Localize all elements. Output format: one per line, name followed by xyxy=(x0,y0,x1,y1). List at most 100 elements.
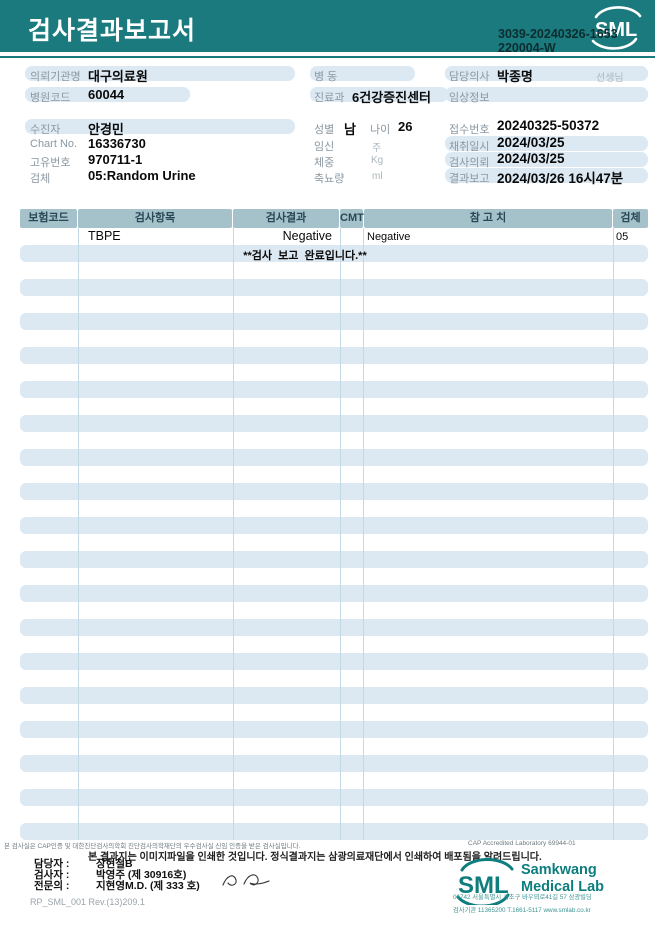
table-row xyxy=(20,262,648,279)
table-row xyxy=(20,738,648,755)
table-row xyxy=(20,415,648,432)
patient-label: 수진자 xyxy=(30,124,61,136)
table-row xyxy=(20,789,648,806)
column-header-insurance-code: 보험코드 xyxy=(20,209,77,228)
cell-specimen-code: 05 xyxy=(616,230,629,243)
field-doctor-strip xyxy=(445,66,648,81)
weight-unit: Kg xyxy=(371,155,384,166)
table-row xyxy=(20,687,648,704)
table-row xyxy=(20,432,648,449)
specimen-label: 검체 xyxy=(30,173,51,185)
column-divider xyxy=(340,228,341,840)
table-row xyxy=(20,517,648,534)
doctor-value: 박종명 xyxy=(497,69,533,84)
svg-text:SML: SML xyxy=(458,872,509,899)
svg-text:SML: SML xyxy=(595,19,637,41)
field-clinical-strip xyxy=(445,87,648,102)
brand-line2: Medical Lab xyxy=(521,878,604,895)
field-request-strip xyxy=(445,152,648,167)
report-date-label: 결과보고 xyxy=(449,173,490,185)
results-table-body: TBPE Negative Negative 05 **검사 보고 완료입니다.… xyxy=(20,228,648,840)
column-divider xyxy=(233,228,234,840)
column-header-test-item: 검사항목 xyxy=(78,209,232,228)
page-title: 검사결과보고서 xyxy=(28,17,197,45)
document-number: 3039-20240326-1653 220004-W xyxy=(498,27,618,55)
chart-no-value: 16336730 xyxy=(88,136,146,151)
table-row xyxy=(20,364,648,381)
receipt-no-label: 접수번호 xyxy=(449,124,490,136)
field-collect-strip xyxy=(445,136,648,151)
print-notice: 본 결과지는 이미지파일을 인쇄한 것입니다. 정식결과지는 삼광의료재단에서 … xyxy=(88,852,542,863)
field-dept-strip xyxy=(310,87,448,102)
table-row xyxy=(20,381,648,398)
collect-date-label: 채취일시 xyxy=(449,141,490,153)
chart-no-label: Chart No. xyxy=(30,138,78,150)
report-header-bar: 검사결과보고서 SML 3039-20240326-1653 220004-W xyxy=(0,0,655,55)
pregnancy-label: 임신 xyxy=(314,141,335,153)
report-date-value: 2024/03/26 16시47분 xyxy=(497,171,624,186)
table-row xyxy=(20,330,648,347)
table-stripes xyxy=(20,228,648,840)
table-row xyxy=(20,568,648,585)
table-row xyxy=(20,755,648,772)
sex-label: 성별 xyxy=(314,124,335,136)
table-row xyxy=(20,602,648,619)
completion-message: **검사 보고 완료입니다.** xyxy=(243,249,367,262)
footer-address-line2: 검사기관 11365200 T.1661-5117 www.smlab.co.k… xyxy=(453,907,591,914)
table-row xyxy=(20,534,648,551)
document-number-line1: 3039-20240326-1653 xyxy=(498,27,618,41)
header-divider xyxy=(0,56,655,58)
column-divider xyxy=(363,228,364,840)
field-patient-strip xyxy=(25,119,295,134)
clinical-info-label: 임상정보 xyxy=(449,92,490,104)
manager-value: 장현철B xyxy=(96,858,133,870)
form-reference-number: RP_SML_001 Rev.(13)209.1 xyxy=(30,897,145,907)
signature-icon xyxy=(222,874,270,886)
document-number-line2: 220004-W xyxy=(498,41,556,55)
unique-no-label: 고유번호 xyxy=(30,157,71,169)
field-hospital-code-strip xyxy=(25,87,190,102)
dept-value: 6건강증진센터 xyxy=(352,90,431,105)
table-row xyxy=(20,245,648,262)
table-row xyxy=(20,670,648,687)
field-report-strip xyxy=(445,168,648,183)
table-row xyxy=(20,500,648,517)
cell-reference-value: Negative xyxy=(367,230,411,243)
dept-label: 진료과 xyxy=(314,92,345,104)
accreditation-text-left: 본 검사실은 CAP인증 및 대한진단검사의학회 진단검사의학재단의 우수검사실… xyxy=(4,843,301,850)
table-row xyxy=(20,398,648,415)
table-row xyxy=(20,347,648,364)
ward-label: 병 동 xyxy=(314,71,338,83)
collect-date-value: 2024/03/25 xyxy=(497,135,565,150)
pregnancy-unit: 주 xyxy=(372,143,382,154)
receipt-no-value: 20240325-50372 xyxy=(497,118,600,133)
age-value: 26 xyxy=(398,119,413,134)
field-org-strip xyxy=(25,66,295,81)
unique-no-value: 970711-1 xyxy=(88,152,143,167)
staff-row-examiner: 검사자 : 박영주 (제 30916호) xyxy=(34,867,186,882)
table-row xyxy=(20,823,648,840)
table-row xyxy=(20,772,648,789)
brand-line1: Samkwang xyxy=(521,862,597,878)
cell-test-item: TBPE xyxy=(88,229,121,243)
request-date-value: 2024/03/25 xyxy=(497,151,565,166)
table-row xyxy=(20,636,648,653)
examiner-value: 박영주 (제 30916호) xyxy=(96,869,187,881)
specimen-value: 05:Random Urine xyxy=(88,168,196,183)
accreditation-text-right: CAP Accredited Laboratory 69944-01 xyxy=(468,840,576,847)
footer-sml-logo-icon: SML xyxy=(456,858,514,905)
table-row xyxy=(20,653,648,670)
request-date-label: 검사의뢰 xyxy=(449,157,490,169)
table-row xyxy=(20,619,648,636)
column-header-reference: 참 고 치 xyxy=(364,209,612,228)
urine-volume-unit: ml xyxy=(372,171,383,182)
hospital-code-value: 60044 xyxy=(88,87,125,102)
sex-value: 남 xyxy=(344,122,356,137)
column-header-test-result: 검사결과 xyxy=(233,209,339,228)
table-row xyxy=(20,296,648,313)
age-label: 나이 xyxy=(370,124,391,136)
footer-address-line1: 06742 서울특별시 서초구 바우뫼로41길 57 삼광빌딩 xyxy=(453,894,592,901)
staff-row-manager: 담당자 : 장현철B xyxy=(34,856,133,871)
table-row xyxy=(20,721,648,738)
table-row xyxy=(20,449,648,466)
